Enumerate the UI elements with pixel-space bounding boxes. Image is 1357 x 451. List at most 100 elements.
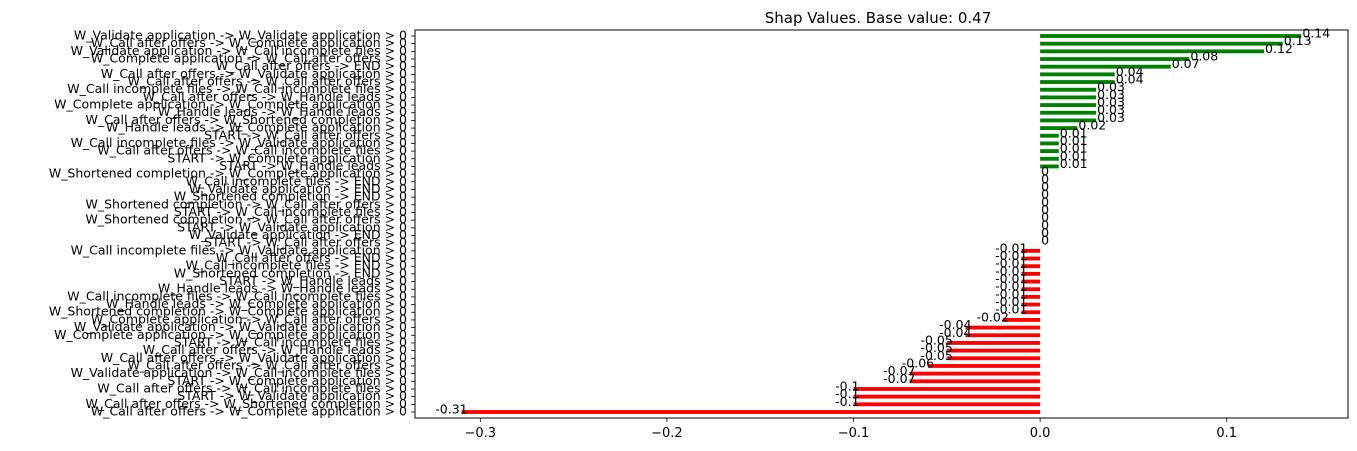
y-tick-label: W_Handle leads -> W_Handle leads > 0 — [158, 104, 407, 119]
bar — [909, 371, 1041, 376]
y-tick-label: W_Call after offers -> W_Handle leads > … — [143, 89, 407, 104]
plot-frame — [414, 29, 1349, 419]
bar — [1040, 72, 1115, 77]
y-tick-label: START -> W_Handle leads > 0 — [219, 158, 407, 173]
bar — [1021, 287, 1041, 292]
value-labels-group: 0.140.130.120.080.070.040.040.030.030.03… — [435, 26, 1330, 417]
y-tick-label: W_Complete application -> W_Call after o… — [91, 51, 407, 66]
bar — [1021, 279, 1041, 284]
bar-value-label: 0.07 — [1172, 56, 1200, 71]
y-tick-label: W_Call after offers -> W_Call incomplete… — [97, 380, 407, 395]
bar — [1040, 41, 1283, 46]
bar-value-label: -0.01 — [995, 263, 1027, 278]
bar — [1040, 49, 1265, 54]
bar — [461, 410, 1041, 414]
y-tick-label: W_Call after offers -> W_Complete applic… — [91, 35, 407, 50]
bar-value-label: 0 — [1041, 217, 1049, 232]
y-tick-label: W_Shortened completion -> W_Complete app… — [49, 304, 407, 319]
bar-value-label: -0.04 — [939, 325, 971, 340]
bar-value-label: -0.31 — [435, 402, 467, 417]
bar — [1040, 103, 1097, 107]
bar-value-label: -0.1 — [835, 386, 859, 401]
y-tick-label: W_Call incomplete files -> W_Call incomp… — [67, 81, 407, 96]
y-tick-label: W_Shortened completion -> W_Complete app… — [49, 166, 407, 181]
y-tick-label: START -> W_Call incomplete files > 0 — [174, 334, 407, 349]
y-tick-label: W_Call incomplete files -> W_Validate ap… — [71, 135, 407, 150]
y-tick-label: W_Call after offers -> W_Call after offe… — [128, 74, 407, 89]
bar-value-label: -0.01 — [995, 271, 1027, 286]
y-tick-label: START -> W_Complete application > 0 — [167, 373, 407, 388]
y-tick-label: W_Call incomplete files -> END > 0 — [186, 173, 407, 188]
bar — [965, 325, 1041, 330]
bar-value-label: -0.1 — [835, 378, 859, 393]
y-tick-label: START -> W_Validate application > 0 — [177, 219, 407, 234]
bar-value-label: 0.02 — [1078, 118, 1106, 133]
x-tick-label: −0.1 — [838, 426, 870, 441]
bar-value-label: 0.14 — [1302, 26, 1330, 41]
bar — [1040, 87, 1097, 92]
bar — [1040, 64, 1171, 69]
bar — [946, 341, 1041, 345]
bar-value-label: 0.03 — [1097, 110, 1125, 125]
bar — [909, 379, 1041, 384]
bar-value-label: -0.05 — [920, 332, 952, 347]
bar — [1040, 110, 1097, 115]
bar-value-label: 0.01 — [1060, 133, 1088, 148]
bar — [1040, 141, 1059, 146]
bar — [1040, 34, 1302, 38]
bar-value-label: 0.01 — [1060, 148, 1088, 163]
bar-value-label: -0.04 — [939, 317, 971, 332]
y-tick-label: W_Call after offers -> W_Complete applic… — [91, 404, 407, 419]
y-tick-label: W_Call incomplete files -> W_Validate ap… — [71, 242, 407, 257]
bar-value-label: -0.05 — [920, 340, 952, 355]
bar — [1021, 248, 1041, 253]
y-tick-label: W_Complete application -> W_Complete app… — [54, 97, 407, 112]
bar — [853, 387, 1041, 391]
y-tick-label: START -> W_Validate application > 0 — [177, 388, 407, 403]
y-tick-label: W_Handle leads -> W_Complete application… — [106, 120, 407, 135]
y-tick-label: W_Validate application -> W_Call incompl… — [71, 43, 407, 58]
bar — [1040, 118, 1097, 123]
y-tick-label: START -> W_Handle leads > 0 — [219, 273, 407, 288]
bar-value-label: 0 — [1041, 164, 1049, 179]
bar — [1040, 95, 1097, 100]
bar-value-label: -0.02 — [976, 309, 1008, 324]
y-tick-label: W_Call after offers -> END > 0 — [216, 250, 407, 265]
bar — [1021, 271, 1041, 276]
bar — [928, 364, 1041, 368]
bar — [1002, 318, 1041, 322]
y-tick-labels-group: W_Validate application -> W_Validate app… — [49, 28, 415, 419]
y-tick-label: W_Validate application -> END > 0 — [189, 227, 407, 242]
bar-value-label: -0.01 — [995, 302, 1027, 317]
bar-value-label: -0.07 — [883, 363, 915, 378]
y-tick-label: W_Validate application -> END > 0 — [189, 181, 407, 196]
y-tick-label: START -> W_Call after offers > 0 — [204, 127, 407, 142]
bar-value-label: -0.01 — [995, 286, 1027, 301]
bar-value-label: 0.12 — [1265, 41, 1293, 56]
chart-title: Shap Values. Base value: 0.47 — [765, 9, 992, 27]
bar-value-label: 0.04 — [1116, 64, 1144, 79]
bar-value-label: 0 — [1041, 210, 1049, 225]
bar — [946, 348, 1041, 353]
y-tick-label: W_Call after offers -> W_Call incomplete… — [97, 143, 407, 158]
bar — [1021, 302, 1041, 307]
bar-value-label: -0.07 — [883, 371, 915, 386]
bar-value-label: 0 — [1041, 179, 1049, 194]
y-tick-label: W_Shortened completion -> END > 0 — [174, 189, 407, 204]
bar-value-label: -0.01 — [995, 240, 1027, 255]
bar-value-label: 0 — [1041, 171, 1049, 186]
bar — [1021, 256, 1041, 261]
bar — [1021, 310, 1041, 315]
y-tick-label: START -> W_Call after offers > 0 — [204, 235, 407, 250]
y-tick-label: W_Call after offers -> W_Shortened compl… — [86, 112, 408, 127]
bar-value-label: -0.06 — [902, 355, 934, 370]
y-tick-label: W_Call after offers -> END > 0 — [216, 58, 407, 73]
bar-value-label: 0 — [1041, 233, 1049, 248]
bar-value-label: 0.03 — [1097, 79, 1125, 94]
y-tick-label: W_Call after offers -> W_Handle leads > … — [143, 342, 407, 357]
bar-value-label: 0.03 — [1097, 87, 1125, 102]
bar — [1040, 149, 1059, 154]
bar — [1040, 133, 1059, 138]
bar-value-label: -0.01 — [995, 248, 1027, 263]
y-tick-label: W_Shortened completion -> W_Call after o… — [86, 196, 408, 211]
